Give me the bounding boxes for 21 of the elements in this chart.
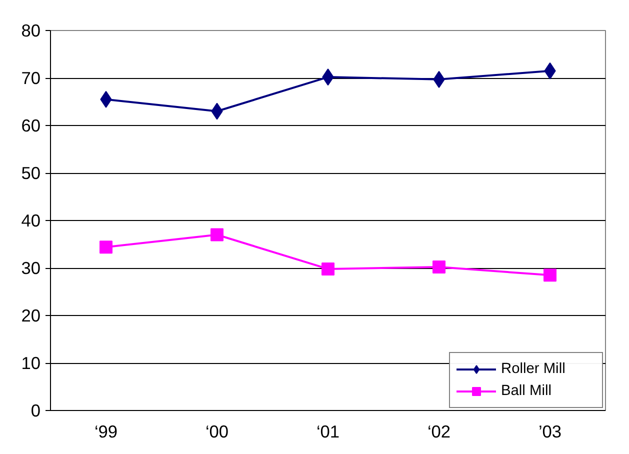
x-tick-label: ‘01 (316, 422, 340, 442)
point (210, 228, 224, 242)
point (100, 240, 112, 254)
x-tick-label: ‘99 (94, 422, 118, 442)
point (432, 260, 446, 274)
y-tick-label: 60 (21, 116, 41, 136)
legend-label: Ball Mill (501, 383, 552, 399)
y-tick-label: 40 (21, 210, 41, 230)
y-tick-label: 30 (21, 258, 41, 278)
y-tick-label: 20 (21, 306, 41, 326)
x-tick-label: ‘02 (427, 422, 451, 442)
y-tick-label: 80 (21, 20, 41, 40)
legend-label: Roller Mill (501, 361, 566, 377)
y-tick-label: 50 (21, 163, 41, 183)
y-tick-label: 70 (21, 68, 41, 88)
x-tick-label: ‘00 (205, 422, 229, 442)
point (322, 262, 334, 276)
x-tick-label: ’03 (538, 422, 562, 442)
y-tick-label: 0 (30, 400, 41, 420)
y-tick-label: 10 (21, 353, 41, 373)
point (544, 268, 556, 282)
